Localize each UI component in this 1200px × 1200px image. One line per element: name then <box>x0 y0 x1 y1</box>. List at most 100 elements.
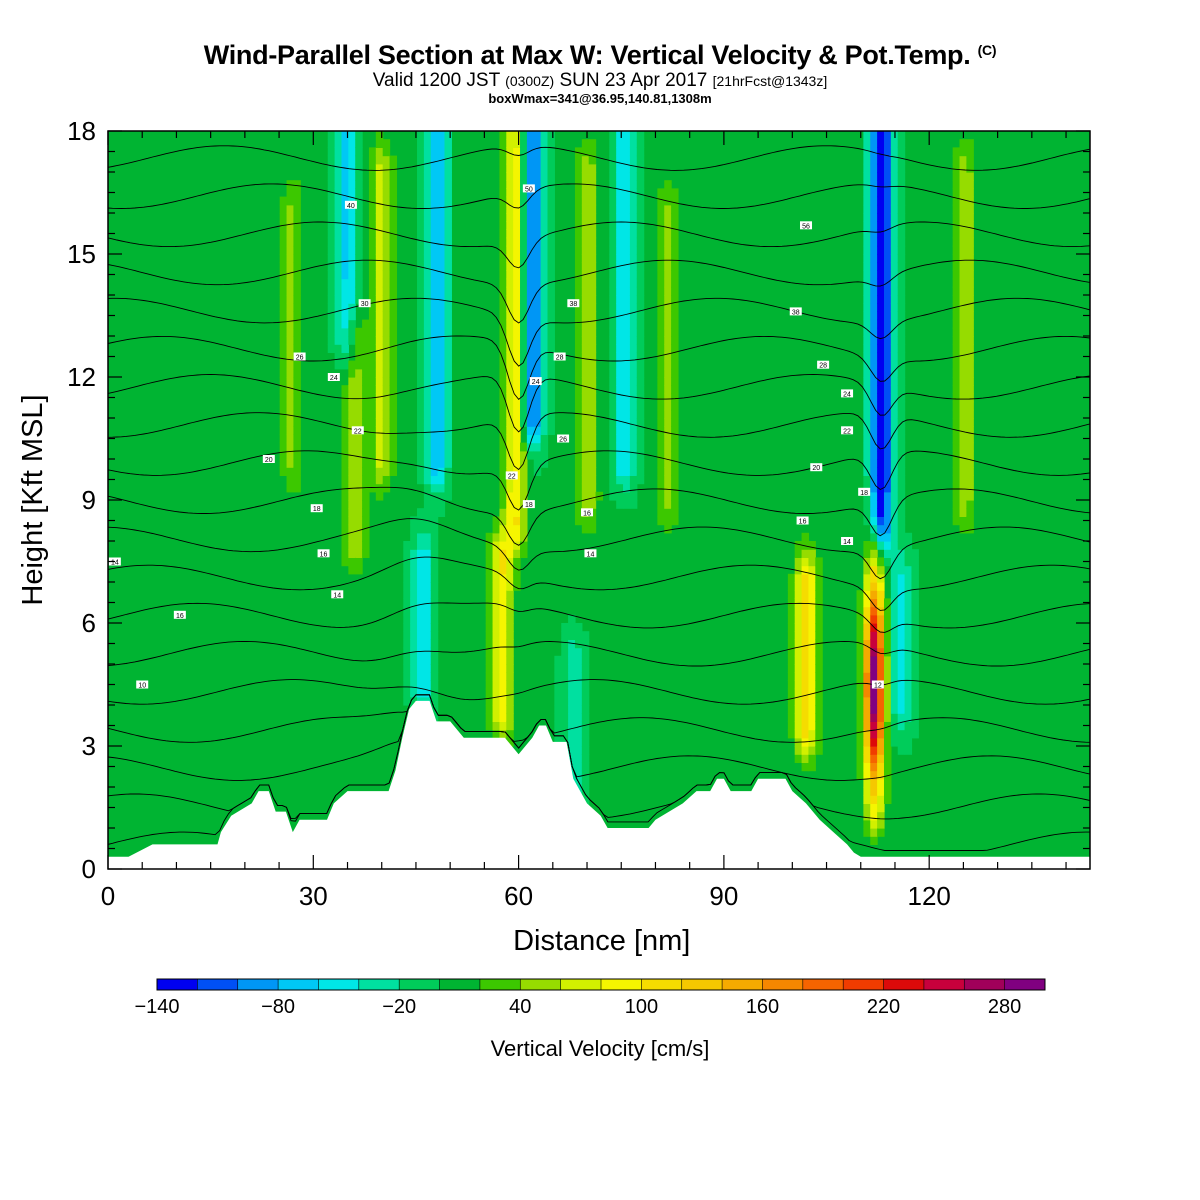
velocity-cell <box>533 319 542 329</box>
velocity-cell <box>959 213 967 222</box>
colorbar-swatch <box>923 979 965 990</box>
velocity-cell <box>279 196 288 206</box>
velocity-cell <box>657 516 665 526</box>
velocity-cell <box>341 409 349 419</box>
velocity-cell <box>417 532 425 542</box>
velocity-cell <box>897 541 906 550</box>
velocity-cell <box>877 672 885 681</box>
velocity-cell <box>355 500 363 509</box>
velocity-cell <box>506 590 514 599</box>
velocity-cell <box>375 286 384 296</box>
velocity-cell <box>609 467 617 476</box>
velocity-cell <box>547 393 555 403</box>
velocity-cell <box>382 147 391 157</box>
velocity-cell <box>499 721 507 731</box>
velocity-cell <box>423 229 432 239</box>
velocity-cell <box>629 434 638 444</box>
velocity-cell <box>492 672 501 681</box>
velocity-cell <box>616 139 624 148</box>
velocity-cell <box>506 393 514 403</box>
velocity-cell <box>574 336 583 345</box>
velocity-cell <box>279 352 288 362</box>
velocity-cell <box>890 475 899 485</box>
velocity-cell <box>533 401 542 411</box>
velocity-cell <box>526 270 535 280</box>
theta-contour <box>108 518 1090 580</box>
velocity-cell <box>616 213 624 222</box>
velocity-cell <box>911 565 919 575</box>
velocity-cell <box>293 286 301 296</box>
velocity-cell <box>410 614 418 624</box>
velocity-cell <box>540 139 549 148</box>
velocity-cell <box>664 516 672 526</box>
velocity-cell <box>499 368 507 378</box>
velocity-cell <box>657 491 665 501</box>
velocity-cell <box>623 377 631 386</box>
velocity-cell <box>877 606 885 616</box>
velocity-cell <box>897 598 906 608</box>
velocity-cell <box>911 557 919 567</box>
velocity-cell <box>671 229 679 239</box>
velocity-cell <box>423 483 432 493</box>
velocity-cell <box>526 418 535 427</box>
velocity-cell <box>581 377 590 386</box>
velocity-cell <box>334 204 343 214</box>
velocity-cell <box>897 500 906 509</box>
colorbar: −140 −80 −20 40 100 160 220 280 <box>134 978 1046 1018</box>
velocity-cell <box>499 336 507 345</box>
velocity-cell <box>959 450 967 460</box>
velocity-cell <box>444 303 452 312</box>
velocity-cell <box>533 295 542 304</box>
velocity-cell <box>629 237 638 247</box>
velocity-cell <box>444 467 452 476</box>
velocity-cell <box>540 327 549 337</box>
velocity-cell <box>485 680 494 690</box>
velocity-cell <box>382 434 391 444</box>
velocity-cell <box>368 344 377 353</box>
velocity-cell <box>375 393 384 403</box>
velocity-cell <box>423 598 432 608</box>
velocity-cell <box>671 368 679 378</box>
velocity-cell <box>657 459 665 468</box>
velocity-cell <box>499 483 507 493</box>
velocity-cell <box>952 483 961 493</box>
velocity-cell <box>499 352 507 362</box>
velocity-cell <box>581 286 590 296</box>
velocity-cell <box>897 196 906 206</box>
theta-contour <box>108 602 1090 633</box>
velocity-cell <box>417 672 425 681</box>
velocity-cell <box>671 262 679 271</box>
velocity-cell <box>368 188 377 198</box>
velocity-cell <box>801 696 810 706</box>
velocity-cell <box>430 623 439 632</box>
velocity-cell <box>506 196 514 206</box>
velocity-cell <box>616 467 624 476</box>
velocity-cell <box>808 557 816 567</box>
velocity-cell <box>389 344 398 353</box>
chart-subtitle-box-max: boxWmax=341@36.95,140.81,1308m <box>488 91 712 106</box>
velocity-cell <box>609 163 617 173</box>
velocity-cell <box>588 204 597 214</box>
velocity-cell <box>506 229 514 239</box>
velocity-cell <box>883 245 892 255</box>
velocity-cell <box>609 336 617 345</box>
velocity-cell <box>966 368 974 378</box>
velocity-cell <box>883 270 892 280</box>
velocity-cell <box>877 819 885 829</box>
velocity-cell <box>362 508 370 517</box>
velocity-cell <box>341 180 349 189</box>
velocity-cell <box>410 590 418 599</box>
velocity-cell <box>870 762 878 772</box>
velocity-cell <box>485 582 494 591</box>
velocity-cell <box>506 418 514 427</box>
velocity-cell <box>341 311 349 321</box>
velocity-cell <box>375 475 384 485</box>
velocity-cell <box>430 327 439 337</box>
velocity-cell <box>423 549 432 558</box>
velocity-cell <box>417 221 425 230</box>
velocity-cell <box>389 270 398 280</box>
velocity-cell <box>348 442 356 452</box>
velocity-cell <box>787 680 796 690</box>
velocity-cell <box>348 204 356 214</box>
velocity-cell <box>870 401 878 411</box>
